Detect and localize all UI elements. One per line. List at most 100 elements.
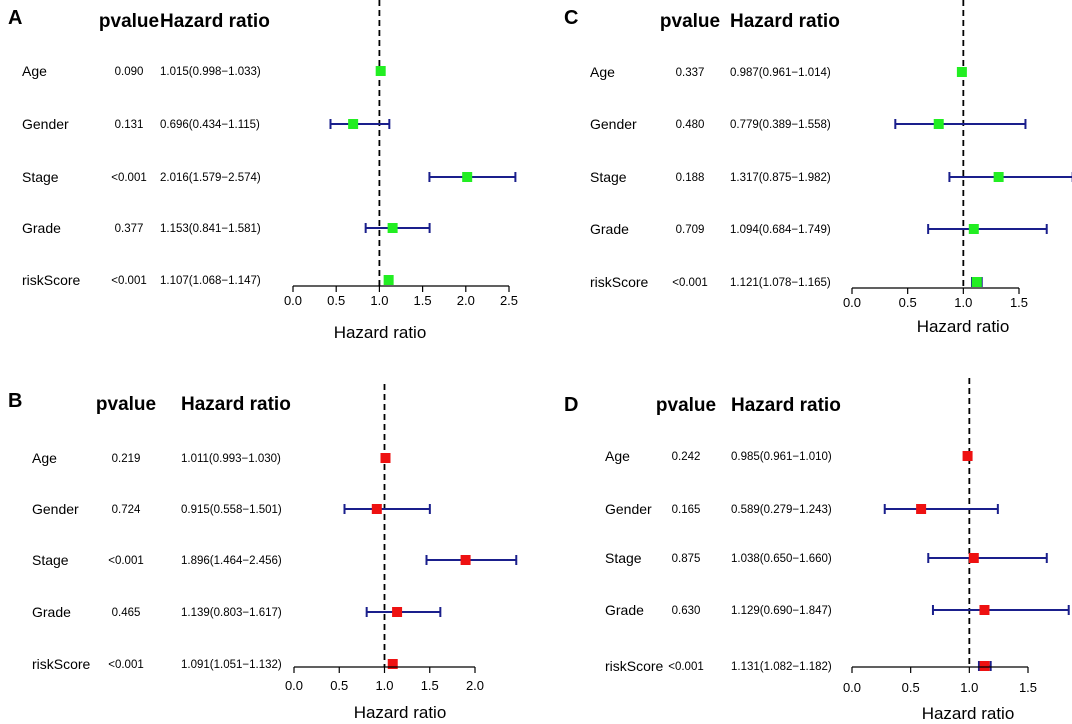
panel-label: C [564, 7, 578, 29]
hazard-ratio-marker [968, 553, 979, 563]
hazard-ratio-marker [387, 659, 398, 669]
hazard-ratio-value: 2.016(1.579−2.574) [160, 172, 261, 184]
hazard-ratio-marker [968, 224, 979, 234]
variable-label: Age [605, 448, 630, 464]
x-tick-label: 1.5 [421, 678, 439, 693]
panel-label: A [8, 7, 22, 29]
variable-label: riskScore [590, 274, 649, 290]
pvalue-value: <0.001 [111, 275, 147, 287]
variable-label: Grade [22, 220, 61, 236]
hazard-ratio-value: 0.985(0.961−1.010) [731, 451, 832, 463]
pvalue-value: 0.090 [115, 66, 144, 78]
hazard-ratio-header: Hazard ratio [731, 395, 841, 416]
hazard-ratio-value: 1.038(0.650−1.660) [731, 553, 832, 565]
variable-label: riskScore [605, 658, 664, 674]
hazard-ratio-marker [933, 119, 944, 129]
pvalue-value: <0.001 [108, 659, 144, 671]
panel-label: D [564, 394, 578, 416]
pvalue-value: <0.001 [108, 555, 144, 567]
hazard-ratio-marker [383, 275, 394, 285]
variable-label: Gender [605, 501, 652, 517]
x-tick-label: 1.0 [370, 293, 388, 308]
hazard-ratio-value: 1.011(0.993−1.030) [181, 453, 281, 465]
variable-label: Age [32, 450, 57, 466]
x-tick-label: 2.0 [466, 678, 484, 693]
hazard-ratio-value: 1.317(0.875−1.982) [730, 172, 831, 184]
hazard-ratio-marker [971, 277, 982, 287]
hazard-ratio-marker [371, 504, 382, 514]
hazard-ratio-marker [380, 453, 391, 463]
pvalue-value: 0.630 [672, 605, 701, 617]
hazard-ratio-marker [993, 172, 1004, 182]
pvalue-value: 0.242 [672, 451, 701, 463]
pvalue-value: <0.001 [668, 661, 704, 673]
variable-label: Gender [590, 116, 637, 132]
panel-label: B [8, 390, 22, 412]
x-axis-title: Hazard ratio [917, 317, 1010, 336]
x-tick-label: 2.5 [500, 293, 518, 308]
pvalue-value: 0.875 [672, 553, 701, 565]
hazard-ratio-marker [962, 451, 973, 461]
x-axis-title: Hazard ratio [922, 704, 1015, 723]
pvalue-value: 0.337 [676, 67, 705, 79]
pvalue-header: pvalue [96, 394, 156, 415]
hazard-ratio-value: 0.696(0.434−1.115) [160, 119, 260, 131]
variable-label: Stage [32, 552, 69, 568]
pvalue-value: 0.165 [672, 504, 701, 516]
hazard-ratio-value: 1.139(0.803−1.617) [181, 607, 282, 619]
variable-label: Stage [590, 169, 627, 185]
hazard-ratio-marker [979, 605, 990, 615]
pvalue-value: 0.188 [676, 172, 705, 184]
hazard-ratio-value: 1.015(0.998−1.033) [160, 66, 261, 78]
pvalue-header: pvalue [656, 395, 716, 416]
pvalue-value: 0.480 [676, 119, 705, 131]
x-tick-label: 0.5 [902, 680, 920, 695]
hazard-ratio-marker [460, 555, 471, 565]
variable-label: Gender [32, 501, 79, 517]
hazard-ratio-value: 1.896(1.464−2.456) [181, 555, 282, 567]
x-tick-label: 0.0 [843, 680, 861, 695]
pvalue-value: 0.709 [676, 224, 705, 236]
x-tick-label: 1.0 [375, 678, 393, 693]
hazard-ratio-value: 0.987(0.961−1.014) [730, 67, 831, 79]
pvalue-value: <0.001 [672, 277, 708, 289]
hazard-ratio-value: 1.107(1.068−1.147) [160, 275, 261, 287]
hazard-ratio-marker [375, 66, 386, 76]
variable-label: riskScore [32, 656, 91, 672]
variable-label: riskScore [22, 272, 81, 288]
x-axis-title: Hazard ratio [334, 323, 427, 342]
variable-label: Stage [22, 169, 59, 185]
x-tick-label: 0.5 [327, 293, 345, 308]
hazard-ratio-value: 1.094(0.684−1.749) [730, 224, 831, 236]
x-axis-title: Hazard ratio [354, 703, 447, 722]
hazard-ratio-value: 0.589(0.279−1.243) [731, 504, 832, 516]
hazard-ratio-value: 1.131(1.082−1.182) [731, 661, 832, 673]
x-tick-label: 0.0 [284, 293, 302, 308]
hazard-ratio-value: 1.129(0.690−1.847) [731, 605, 832, 617]
x-tick-label: 1.0 [960, 680, 978, 695]
hazard-ratio-marker [392, 607, 403, 617]
pvalue-value: <0.001 [111, 172, 147, 184]
pvalue-header: pvalue [660, 11, 720, 32]
hazard-ratio-header: Hazard ratio [181, 394, 291, 415]
x-tick-label: 1.5 [414, 293, 432, 308]
hazard-ratio-marker [979, 661, 990, 671]
pvalue-value: 0.219 [112, 453, 141, 465]
variable-label: Age [590, 64, 615, 80]
hazard-ratio-marker [462, 172, 473, 182]
x-tick-label: 0.0 [285, 678, 303, 693]
variable-label: Grade [590, 221, 629, 237]
pvalue-value: 0.724 [112, 504, 141, 516]
pvalue-value: 0.377 [115, 223, 144, 235]
pvalue-value: 0.131 [115, 119, 144, 131]
variable-label: Gender [22, 116, 69, 132]
hazard-ratio-marker [916, 504, 927, 514]
x-tick-label: 1.0 [954, 295, 972, 310]
hazard-ratio-header: Hazard ratio [160, 11, 270, 32]
hazard-ratio-value: 1.121(1.078−1.165) [730, 277, 831, 289]
